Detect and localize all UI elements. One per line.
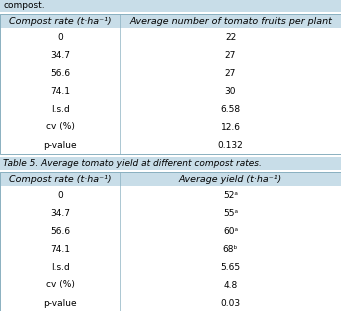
- Text: compost.: compost.: [3, 2, 45, 11]
- Text: l.s.d: l.s.d: [50, 262, 69, 272]
- Text: 27: 27: [225, 50, 236, 59]
- Text: 56.6: 56.6: [50, 226, 70, 235]
- Text: Table 5. Average tomato yield at different compost rates.: Table 5. Average tomato yield at differe…: [3, 159, 262, 168]
- Text: p-value: p-value: [43, 299, 77, 308]
- Bar: [0, 136, 341, 154]
- Text: 22: 22: [225, 33, 236, 41]
- Text: 12.6: 12.6: [221, 123, 240, 132]
- Bar: [0, 46, 341, 64]
- Text: 30: 30: [225, 86, 236, 95]
- Text: Compost rate (t·ha⁻¹): Compost rate (t·ha⁻¹): [9, 174, 111, 183]
- Text: 74.1: 74.1: [50, 244, 70, 253]
- Bar: [0, 157, 341, 170]
- Bar: [0, 100, 341, 118]
- Text: 0: 0: [57, 33, 63, 41]
- Bar: [0, 222, 341, 240]
- Bar: [0, 240, 341, 258]
- Text: 6.58: 6.58: [220, 104, 240, 114]
- Text: Compost rate (t·ha⁻¹): Compost rate (t·ha⁻¹): [9, 16, 111, 26]
- Bar: [0, 172, 341, 186]
- Bar: [0, 204, 341, 222]
- Text: 52ᵃ: 52ᵃ: [223, 191, 238, 199]
- Bar: [0, 82, 341, 100]
- Text: 0.132: 0.132: [218, 141, 243, 150]
- Text: 4.8: 4.8: [223, 281, 238, 290]
- Text: 60ᵃ: 60ᵃ: [223, 226, 238, 235]
- Bar: [0, 172, 341, 311]
- Text: 56.6: 56.6: [50, 68, 70, 77]
- Text: 55ᵃ: 55ᵃ: [223, 208, 238, 217]
- Bar: [0, 0, 341, 12]
- Text: Average yield (t·ha⁻¹): Average yield (t·ha⁻¹): [179, 174, 282, 183]
- Text: 0.03: 0.03: [220, 299, 240, 308]
- Text: 27: 27: [225, 68, 236, 77]
- Bar: [0, 14, 341, 154]
- Text: 34.7: 34.7: [50, 208, 70, 217]
- Bar: [0, 14, 341, 28]
- Bar: [0, 276, 341, 294]
- Text: 74.1: 74.1: [50, 86, 70, 95]
- Text: 5.65: 5.65: [220, 262, 240, 272]
- Text: l.s.d: l.s.d: [50, 104, 69, 114]
- Bar: [0, 64, 341, 82]
- Text: cv (%): cv (%): [46, 123, 74, 132]
- Bar: [0, 294, 341, 311]
- Text: p-value: p-value: [43, 141, 77, 150]
- Bar: [0, 186, 341, 204]
- Bar: [0, 258, 341, 276]
- Text: Average number of tomato fruits per plant: Average number of tomato fruits per plan…: [129, 16, 332, 26]
- Bar: [0, 28, 341, 46]
- Text: 34.7: 34.7: [50, 50, 70, 59]
- Bar: [0, 118, 341, 136]
- Text: cv (%): cv (%): [46, 281, 74, 290]
- Text: 0: 0: [57, 191, 63, 199]
- Text: 68ᵇ: 68ᵇ: [223, 244, 238, 253]
